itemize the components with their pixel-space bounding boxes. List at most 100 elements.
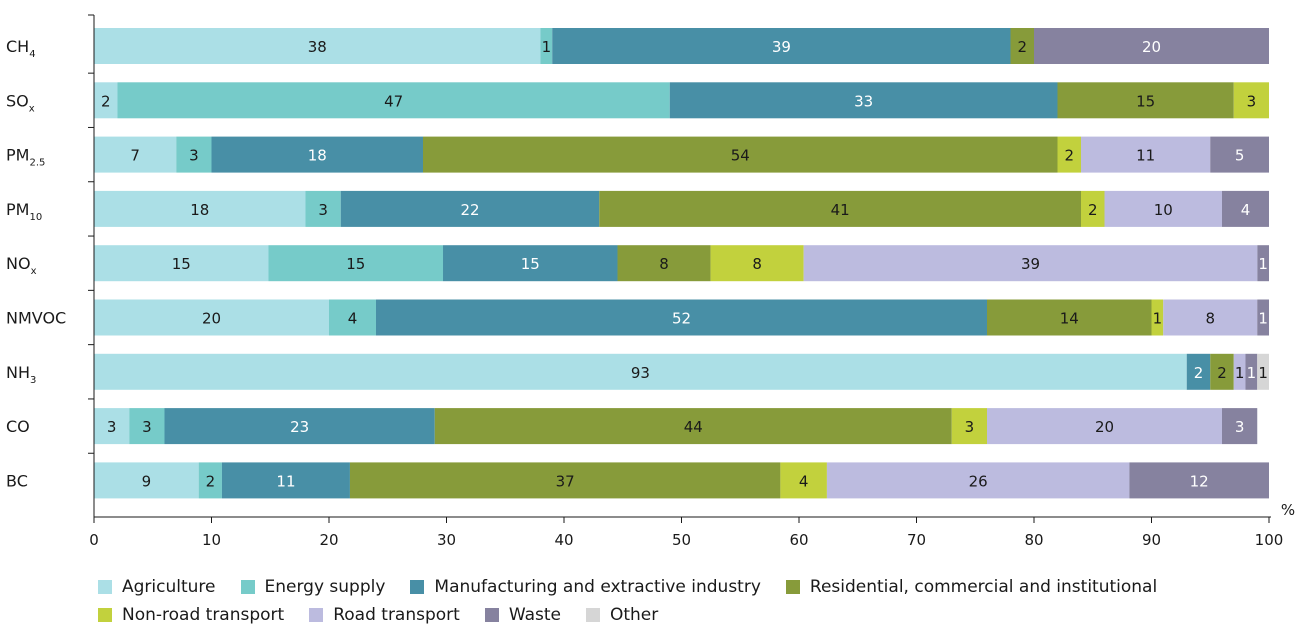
data-label: 22 — [460, 201, 479, 219]
legend-swatch — [240, 580, 255, 594]
data-label: 2 — [1017, 38, 1027, 56]
data-label: 93 — [631, 364, 650, 382]
data-label: 52 — [672, 310, 691, 328]
x-tick-label: 80 — [1024, 531, 1043, 549]
bar-segment — [443, 245, 618, 282]
bar-segment — [176, 136, 212, 173]
data-label: 12 — [1190, 472, 1209, 490]
bar-segment — [1057, 136, 1081, 173]
bar-segment — [1233, 353, 1246, 390]
bar-segment — [1257, 245, 1269, 282]
data-label: 3 — [318, 201, 328, 219]
legend-label: Manufacturing and extractive industry — [434, 577, 761, 597]
data-label: 2 — [101, 92, 111, 110]
bar-segment — [94, 408, 130, 445]
bar-segment — [1186, 353, 1211, 390]
bar-segment — [198, 462, 222, 499]
x-tick-label: 100 — [1255, 531, 1284, 549]
x-tick-label: 60 — [789, 531, 808, 549]
x-tick-label: 30 — [437, 531, 456, 549]
data-label: 3 — [189, 147, 199, 165]
bar-segment — [1222, 408, 1258, 445]
data-label: 37 — [556, 472, 575, 490]
x-tick-label: 90 — [1142, 531, 1161, 549]
bar-segment — [305, 190, 341, 227]
x-tick-label: 70 — [907, 531, 926, 549]
data-label: 8 — [752, 255, 762, 273]
legend-label: Agriculture — [122, 577, 216, 597]
bar-segment — [268, 245, 443, 282]
data-label: 2 — [1217, 364, 1227, 382]
data-label: 26 — [969, 472, 988, 490]
category-label: CH4 — [6, 37, 36, 60]
bar-segment — [1151, 299, 1164, 336]
legend-label: Other — [609, 605, 659, 625]
bar-segment — [617, 245, 711, 282]
x-tick-label: 50 — [672, 531, 691, 549]
data-label: 33 — [854, 92, 873, 110]
legend-swatch — [309, 608, 324, 622]
data-label: 54 — [731, 147, 750, 165]
bar-segment — [1233, 82, 1269, 119]
legend-swatch — [98, 608, 112, 622]
data-label: 20 — [1095, 418, 1114, 436]
bar-segment — [780, 462, 827, 499]
bar-segment — [1257, 353, 1269, 390]
x-tick-label: 0 — [89, 531, 99, 549]
bar-segment — [1010, 28, 1034, 64]
legend-label: Residential, commercial and institutiona… — [809, 577, 1158, 597]
legend-label: Waste — [508, 605, 561, 625]
legend-item: Manufacturing and extractive industry — [410, 576, 761, 598]
bar-segment — [423, 136, 1058, 173]
data-label: 4 — [799, 472, 809, 490]
bar-segment — [669, 82, 1058, 119]
category-label: CO — [6, 417, 30, 436]
bar-segment — [1257, 299, 1269, 336]
legend-item: Residential, commercial and institutiona… — [785, 576, 1158, 598]
data-label: 1 — [1235, 364, 1245, 382]
category-label: PM10 — [6, 200, 42, 223]
data-label: 38 — [308, 38, 327, 56]
data-label: 7 — [130, 147, 140, 165]
bar-segment — [710, 245, 804, 282]
category-label: NOx — [6, 254, 37, 277]
legend-label: Non-road transport — [122, 605, 285, 625]
data-label: 15 — [1136, 92, 1155, 110]
data-label: 4 — [1241, 201, 1251, 219]
x-axis-unit-label: % — [1281, 501, 1295, 519]
category-label: NH3 — [6, 363, 36, 386]
data-label: 1 — [1258, 310, 1268, 328]
bar-segment — [329, 299, 376, 336]
data-label: 8 — [1205, 310, 1215, 328]
legend-item: Energy supply — [240, 576, 385, 598]
bar-segment — [211, 136, 423, 173]
data-label: 10 — [1154, 201, 1173, 219]
data-label: 23 — [290, 418, 309, 436]
bar-segment — [349, 462, 781, 499]
data-label: 41 — [831, 201, 850, 219]
bar-segment — [94, 245, 269, 282]
bar-segment — [94, 190, 306, 227]
bar-segment — [164, 408, 435, 445]
data-label: 20 — [1142, 38, 1161, 56]
bar-segment — [94, 136, 177, 173]
bar-segment — [1210, 136, 1269, 173]
data-label: 1 — [1247, 364, 1257, 382]
data-label: 39 — [772, 38, 791, 56]
bar-segment — [540, 28, 553, 64]
bar-segment — [1222, 190, 1269, 227]
data-label: 20 — [202, 310, 221, 328]
bar-segment — [1081, 190, 1105, 227]
data-label: 2 — [206, 472, 216, 490]
data-label: 1 — [1153, 310, 1163, 328]
data-label: 1 — [542, 38, 552, 56]
data-label: 2 — [1088, 201, 1098, 219]
data-label: 8 — [659, 255, 669, 273]
bar-segment — [826, 462, 1130, 499]
data-label: 11 — [1136, 147, 1155, 165]
data-label: 9 — [142, 472, 152, 490]
legend-item: Waste — [484, 604, 561, 626]
data-label: 3 — [1247, 92, 1257, 110]
